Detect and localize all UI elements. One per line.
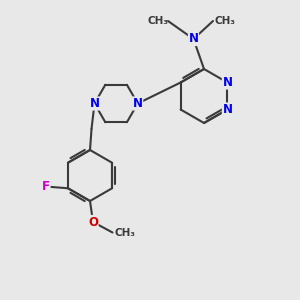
- Text: F: F: [42, 180, 50, 193]
- Text: CH₃: CH₃: [214, 16, 236, 26]
- Text: O: O: [88, 215, 98, 229]
- Text: N: N: [89, 97, 100, 110]
- Text: N: N: [222, 103, 233, 116]
- Text: N: N: [133, 97, 143, 110]
- Text: CH₃: CH₃: [147, 16, 168, 26]
- Text: N: N: [188, 32, 199, 46]
- Text: N: N: [222, 76, 233, 89]
- Text: CH₃: CH₃: [114, 227, 135, 238]
